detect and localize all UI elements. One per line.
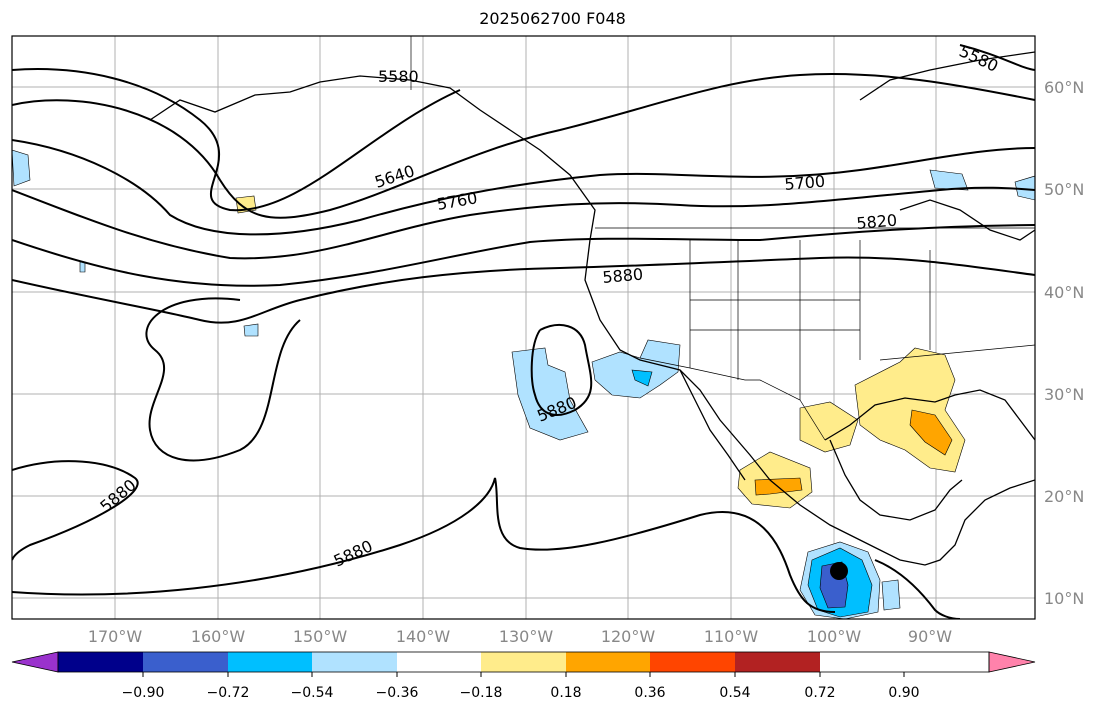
lat-tick-label: 60°N bbox=[1044, 78, 1084, 97]
contour-label: 5880 bbox=[602, 265, 644, 287]
lon-tick-label: 140°W bbox=[396, 627, 451, 646]
lon-tick-label: 90°W bbox=[908, 627, 952, 646]
contour-5880 bbox=[530, 324, 593, 416]
colorbar-segment bbox=[650, 652, 735, 672]
negative-anomaly-area bbox=[1014, 175, 1035, 201]
lon-tick-label: 120°W bbox=[601, 627, 656, 646]
colorbar-tick-label: −0.72 bbox=[207, 685, 250, 701]
negative-anomaly-area bbox=[243, 323, 259, 337]
height-contours bbox=[12, 44, 1035, 619]
lon-tick-label: 110°W bbox=[704, 627, 759, 646]
colorbar-labels: −0.90 −0.72 −0.54 −0.36 −0.18 0.18 0.36 … bbox=[122, 685, 920, 701]
colorbar-extend-max bbox=[988, 651, 1036, 673]
colorbar-segment bbox=[143, 652, 228, 672]
contour-5760 bbox=[12, 186, 1035, 260]
colorbar-tick-label: 0.54 bbox=[719, 685, 750, 701]
colorbar-segment bbox=[58, 652, 143, 672]
colorbar-frame bbox=[57, 651, 990, 673]
negative-anomaly-area bbox=[631, 369, 653, 387]
positive-anomaly-area bbox=[909, 409, 953, 456]
lat-tick-label: 40°N bbox=[1044, 283, 1084, 302]
map-border bbox=[11, 35, 1036, 620]
lon-tick-label: 150°W bbox=[293, 627, 348, 646]
colorbar-tick-label: −0.54 bbox=[291, 685, 334, 701]
contour-5880 bbox=[874, 559, 961, 619]
colorbar-segment bbox=[228, 652, 312, 672]
colorbar-segments bbox=[58, 652, 820, 672]
longitude-labels: 170°W 160°W 150°W 140°W 130°W 120°W 110°… bbox=[88, 627, 952, 646]
colorbar-tick-label: −0.90 bbox=[122, 685, 165, 701]
colorbar-tick-label: 0.90 bbox=[888, 685, 919, 701]
lon-tick-label: 170°W bbox=[88, 627, 143, 646]
lat-tick-label: 10°N bbox=[1044, 589, 1084, 608]
lon-tick-label: 160°W bbox=[191, 627, 246, 646]
storm-center-marker bbox=[830, 562, 848, 580]
contour-5700 bbox=[12, 139, 1035, 236]
contour-5580 bbox=[959, 44, 1035, 71]
country-borders bbox=[410, 36, 1035, 441]
map-area bbox=[12, 36, 1035, 619]
contour-5880 bbox=[12, 477, 836, 613]
lat-tick-label: 50°N bbox=[1044, 180, 1084, 199]
colorbar-segment bbox=[735, 652, 820, 672]
colorbar-segment bbox=[481, 652, 566, 672]
latitude-labels: 60°N 50°N 40°N 30°N 20°N 10°N bbox=[1044, 78, 1084, 608]
contour-label: 5820 bbox=[856, 211, 898, 233]
contour-label: 5580 bbox=[378, 67, 419, 86]
contour-5820 bbox=[12, 224, 1035, 287]
lat-tick-label: 20°N bbox=[1044, 487, 1084, 506]
contour-5880 bbox=[145, 297, 301, 462]
map-title: 2025062700 F048 bbox=[479, 9, 626, 28]
negative-anomaly-area bbox=[881, 579, 901, 611]
coastlines bbox=[149, 51, 1035, 566]
colorbar-tick-label: 0.36 bbox=[634, 685, 665, 701]
colorbar-tick-label: −0.36 bbox=[376, 685, 419, 701]
anomaly-shading bbox=[12, 149, 1035, 619]
colorbar-tick-label: −0.18 bbox=[460, 685, 503, 701]
negative-anomaly-area bbox=[929, 169, 969, 191]
colorbar-tick-label: 0.72 bbox=[804, 685, 835, 701]
lon-tick-label: 100°W bbox=[807, 627, 862, 646]
contour-5580 bbox=[12, 68, 461, 212]
colorbar: −0.90 −0.72 −0.54 −0.36 −0.18 0.18 0.36 … bbox=[11, 651, 1036, 701]
contour-label: 5700 bbox=[784, 172, 826, 194]
colorbar-extend-min bbox=[11, 651, 59, 673]
lat-tick-label: 30°N bbox=[1044, 385, 1084, 404]
negative-anomaly-area bbox=[12, 149, 31, 187]
negative-anomaly-area bbox=[79, 261, 86, 273]
colorbar-segment bbox=[397, 652, 481, 672]
contour-5880 bbox=[12, 460, 139, 561]
colorbar-segment bbox=[312, 652, 397, 672]
contour-5880 bbox=[12, 256, 1035, 324]
colorbar-ticks bbox=[142, 672, 905, 677]
colorbar-segment bbox=[566, 652, 650, 672]
lon-tick-label: 130°W bbox=[499, 627, 554, 646]
contour-5640 bbox=[12, 73, 1035, 219]
positive-anomaly-area bbox=[799, 401, 859, 453]
colorbar-tick-label: 0.18 bbox=[550, 685, 581, 701]
